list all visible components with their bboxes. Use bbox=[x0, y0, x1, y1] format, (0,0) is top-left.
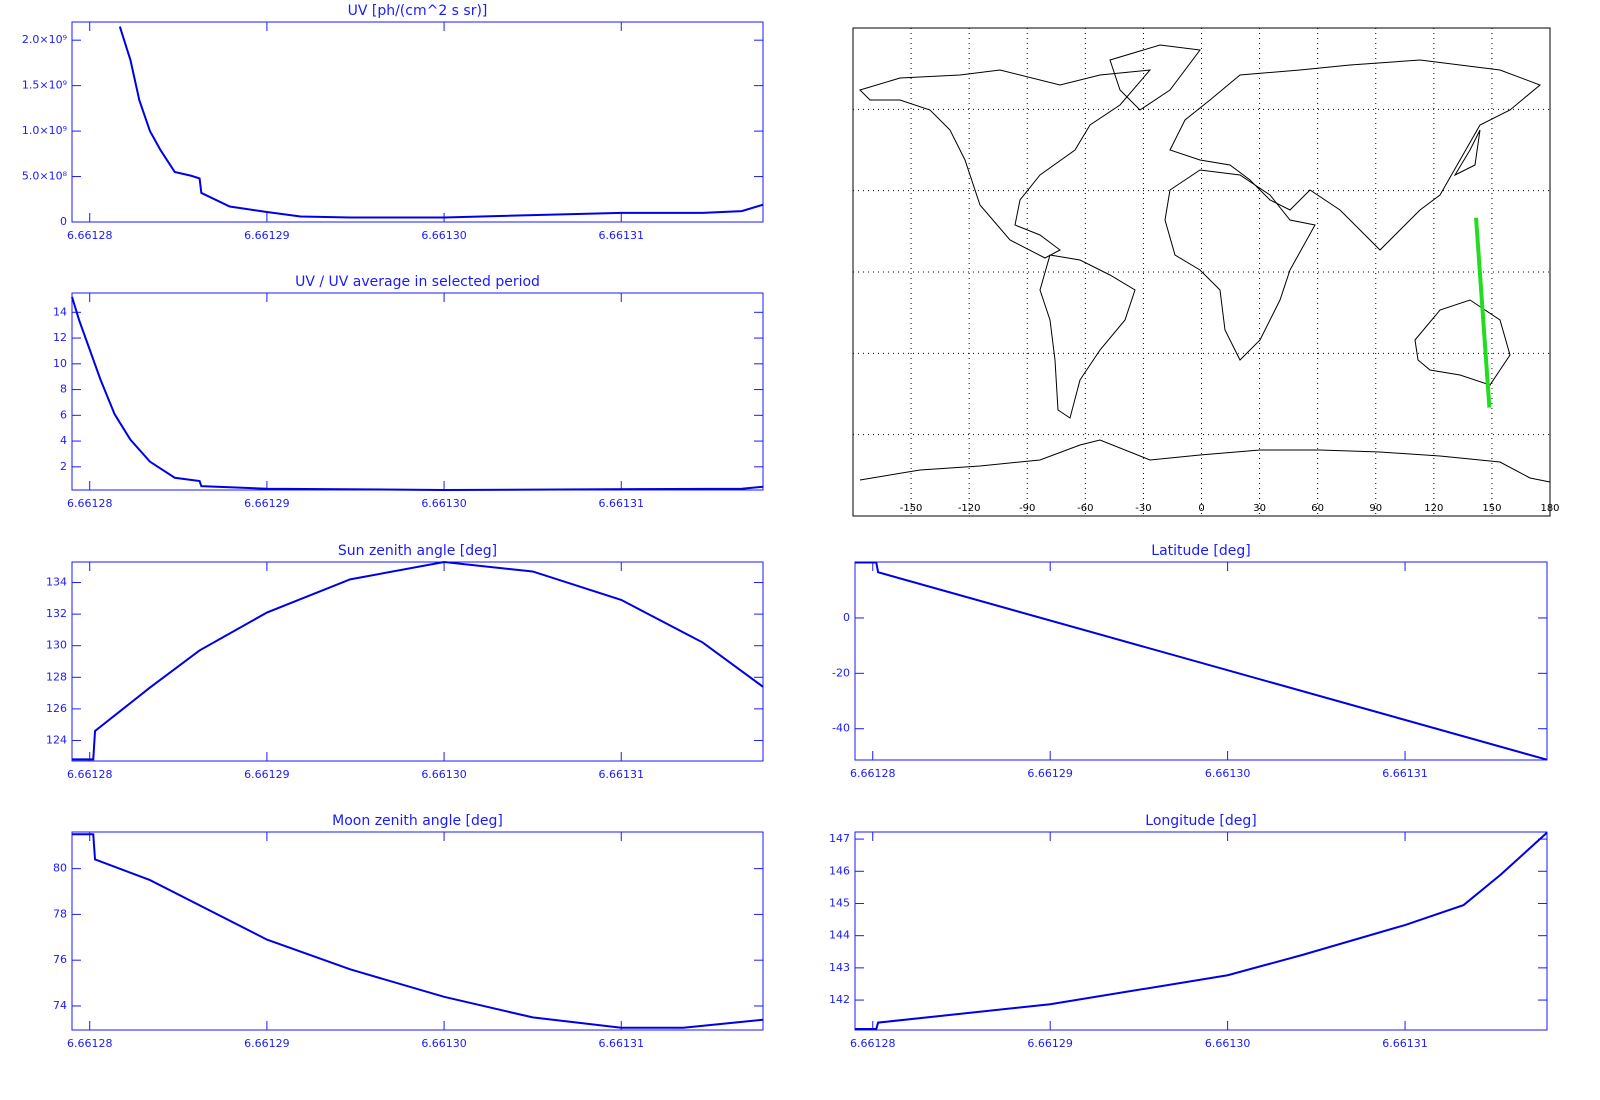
x-tick-label: -150 bbox=[900, 503, 923, 514]
y-tick-label: 74 bbox=[53, 999, 67, 1012]
x-tick-label: 6.66129 bbox=[244, 497, 290, 510]
plot-frame bbox=[854, 831, 1548, 1031]
x-tick-label: 6.66128 bbox=[67, 497, 113, 510]
y-tick-label: 2.0×10⁹ bbox=[22, 33, 67, 46]
south-america bbox=[1039, 254, 1136, 419]
x-tick-label: 6.66128 bbox=[67, 768, 113, 781]
x-tick-label: 6.66131 bbox=[599, 1037, 645, 1050]
chart-title: Sun zenith angle [deg] bbox=[338, 543, 497, 559]
map-frame bbox=[852, 27, 1551, 517]
y-tick-label: 1.5×10⁹ bbox=[22, 79, 67, 92]
x-tick-label: 6.66130 bbox=[421, 1037, 467, 1050]
x-tick-label: 6.66129 bbox=[244, 1037, 290, 1050]
x-tick-label: 6.66130 bbox=[1205, 767, 1251, 780]
y-tick-label: 0 bbox=[60, 215, 67, 228]
x-tick-label: 6.66128 bbox=[850, 1037, 896, 1050]
y-tick-label: 128 bbox=[46, 670, 67, 683]
data-line bbox=[71, 296, 764, 492]
y-tick-label: 5.0×10⁸ bbox=[22, 170, 68, 183]
x-tick-label: 6.66130 bbox=[1205, 1037, 1251, 1050]
greenland bbox=[1109, 44, 1201, 111]
y-tick-label: -40 bbox=[832, 722, 850, 735]
chart-title: Longitude [deg] bbox=[1145, 813, 1256, 829]
y-tick-label: 12 bbox=[53, 331, 67, 344]
x-tick-label: 6.66131 bbox=[599, 768, 645, 781]
y-tick-label: 4 bbox=[60, 434, 67, 447]
japan bbox=[1453, 129, 1481, 177]
y-tick-label: 14 bbox=[53, 305, 67, 318]
chart-title: Moon zenith angle [deg] bbox=[332, 813, 503, 829]
x-tick-label: 6.66128 bbox=[850, 767, 896, 780]
y-tick-label: 126 bbox=[46, 702, 67, 715]
y-tick-label: 76 bbox=[53, 953, 67, 966]
eurasia bbox=[1169, 59, 1541, 251]
australia bbox=[1414, 299, 1511, 386]
plot-frame bbox=[71, 561, 764, 762]
y-tick-label: 143 bbox=[829, 961, 850, 974]
x-tick-label: 6.66130 bbox=[421, 768, 467, 781]
x-tick-label: 6.66128 bbox=[67, 229, 113, 242]
y-tick-label: 134 bbox=[46, 576, 67, 589]
x-tick-label: 30 bbox=[1253, 503, 1266, 514]
chart-title: UV / UV average in selected period bbox=[295, 274, 540, 290]
y-tick-label: 132 bbox=[46, 607, 67, 620]
x-tick-label: 60 bbox=[1311, 503, 1324, 514]
y-tick-label: 145 bbox=[829, 896, 850, 909]
x-tick-label: 0 bbox=[1198, 503, 1204, 514]
coastlines bbox=[859, 44, 1551, 483]
north-america bbox=[859, 69, 1152, 259]
y-tick-label: 2 bbox=[60, 460, 67, 473]
plot-frame bbox=[71, 831, 764, 1031]
x-tick-label: 120 bbox=[1424, 503, 1443, 514]
y-tick-label: -20 bbox=[832, 666, 850, 679]
x-tick-label: -120 bbox=[958, 503, 981, 514]
data-line bbox=[72, 560, 764, 761]
y-tick-label: 130 bbox=[46, 639, 67, 652]
plot-frame bbox=[71, 292, 764, 491]
x-tick-label: 6.66129 bbox=[1027, 767, 1073, 780]
y-tick-label: 147 bbox=[829, 832, 850, 845]
data-line bbox=[118, 26, 764, 219]
chart-title: UV [ph/(cm^2 s sr)] bbox=[348, 3, 488, 19]
y-tick-label: 144 bbox=[829, 929, 850, 942]
x-tick-label: 6.66131 bbox=[599, 497, 645, 510]
data-line bbox=[855, 831, 1548, 1031]
x-tick-label: -30 bbox=[1135, 503, 1151, 514]
x-tick-label: 6.66131 bbox=[599, 229, 645, 242]
x-tick-label: 90 bbox=[1369, 503, 1382, 514]
y-tick-label: 6 bbox=[60, 408, 67, 421]
y-tick-label: 142 bbox=[829, 993, 850, 1006]
plot-frame bbox=[854, 561, 1548, 761]
x-tick-label: 6.66129 bbox=[1027, 1037, 1073, 1050]
antarctica bbox=[859, 439, 1551, 483]
africa bbox=[1164, 169, 1316, 361]
y-tick-label: 78 bbox=[53, 907, 67, 920]
y-tick-label: 146 bbox=[829, 864, 850, 877]
data-line bbox=[72, 833, 764, 1029]
x-tick-label: 6.66130 bbox=[421, 497, 467, 510]
x-tick-label: 6.66128 bbox=[67, 1037, 113, 1050]
x-tick-label: -90 bbox=[1019, 503, 1035, 514]
x-tick-label: 150 bbox=[1482, 503, 1501, 514]
y-tick-label: 0 bbox=[843, 611, 850, 624]
y-tick-label: 1.0×10⁹ bbox=[22, 124, 67, 137]
y-tick-label: 8 bbox=[60, 383, 67, 396]
chart-title: Latitude [deg] bbox=[1151, 543, 1250, 559]
x-tick-label: 6.66131 bbox=[1382, 1037, 1428, 1050]
x-tick-label: -60 bbox=[1077, 503, 1093, 514]
x-tick-label: 6.66131 bbox=[1382, 767, 1428, 780]
x-tick-label: 6.66129 bbox=[244, 768, 290, 781]
data-line bbox=[855, 561, 1548, 761]
plot-frame bbox=[71, 21, 764, 223]
track-line bbox=[1474, 217, 1492, 408]
y-tick-label: 80 bbox=[53, 862, 67, 875]
y-tick-label: 124 bbox=[46, 733, 67, 746]
x-tick-label: 6.66129 bbox=[244, 229, 290, 242]
x-tick-label: 6.66130 bbox=[421, 229, 467, 242]
y-tick-label: 10 bbox=[53, 357, 67, 370]
